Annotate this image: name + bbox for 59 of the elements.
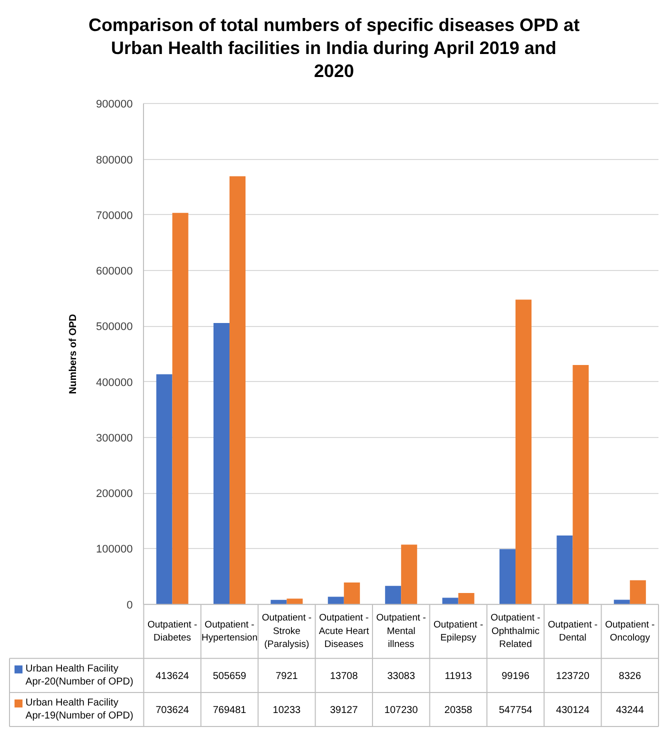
x-tick-label: Outpatient - Ophthalmic Related xyxy=(490,612,540,650)
bar xyxy=(156,374,172,604)
y-tick-label: 300000 xyxy=(96,432,133,444)
data-label: 547754 xyxy=(498,704,533,716)
data-label: 505659 xyxy=(212,670,247,682)
legend-label: Urban Health Facility Apr-20(Number of OPD) xyxy=(26,663,134,688)
x-tick-label: Outpatient - Oncology xyxy=(605,619,655,644)
data-label: 13708 xyxy=(330,670,358,682)
data-label: 33083 xyxy=(387,670,416,682)
y-tick-label: 0 xyxy=(126,599,133,612)
x-tick-label: Outpatient - Dental xyxy=(548,619,598,644)
x-tick-label: Outpatient - Acute Heart Diseases xyxy=(318,612,370,650)
bar xyxy=(172,212,188,604)
bar xyxy=(556,536,573,604)
data-label: 7921 xyxy=(276,670,298,682)
data-label: 430124 xyxy=(556,704,590,716)
x-tick-label: Outpatient - Hypertension xyxy=(202,619,258,644)
data-label: 123720 xyxy=(556,670,590,682)
bar xyxy=(286,598,303,604)
bar xyxy=(401,544,418,604)
data-label: 107230 xyxy=(384,704,418,716)
bar xyxy=(328,596,344,604)
chart-title: Comparison of total numbers of specific diseases OPD at Urban Health facilities in India during April 2019 and 2020 xyxy=(88,15,580,82)
bar xyxy=(230,176,246,604)
data-label: 703624 xyxy=(156,704,190,716)
bar xyxy=(442,598,458,604)
y-tick-label: 200000 xyxy=(96,488,133,500)
x-tick-label: Outpatient - Stroke (Paralysis) xyxy=(262,612,312,650)
bar xyxy=(516,300,532,604)
y-tick-label: 600000 xyxy=(96,266,133,278)
bar xyxy=(572,365,589,604)
y-tick-label: 400000 xyxy=(96,376,133,389)
legend-label: Urban Health Facility Apr-19(Number of OPD) xyxy=(26,697,134,722)
y-tick-label: 500000 xyxy=(96,321,133,334)
x-tick-label: Outpatient - Epilepsy xyxy=(433,619,484,644)
y-tick-label: 100000 xyxy=(96,544,133,556)
y-tick-label: 800000 xyxy=(96,154,133,166)
data-label: 11913 xyxy=(444,670,472,682)
data-label: 8326 xyxy=(618,670,642,682)
data-label: 43244 xyxy=(616,704,644,716)
bar xyxy=(630,580,646,604)
y-axis-title: Numbers of OPD xyxy=(68,314,79,394)
bar xyxy=(499,549,516,604)
y-tick-label: 700000 xyxy=(96,210,133,222)
bar xyxy=(614,600,630,604)
data-label: 769481 xyxy=(212,704,247,716)
data-label: 99196 xyxy=(502,670,530,682)
bar xyxy=(344,582,360,604)
data-label: 20358 xyxy=(444,704,473,716)
x-tick-label: Outpatient - Diabetes xyxy=(147,619,198,644)
data-label: 39127 xyxy=(330,704,358,716)
bar xyxy=(270,600,287,604)
data-label: 413624 xyxy=(156,670,190,682)
bar xyxy=(213,323,230,604)
bar xyxy=(385,586,402,604)
bar xyxy=(458,593,474,604)
x-tick-label: Outpatient - Mental illness xyxy=(376,612,426,650)
data-label: 10233 xyxy=(272,704,302,716)
y-tick-label: 900000 xyxy=(96,98,133,111)
